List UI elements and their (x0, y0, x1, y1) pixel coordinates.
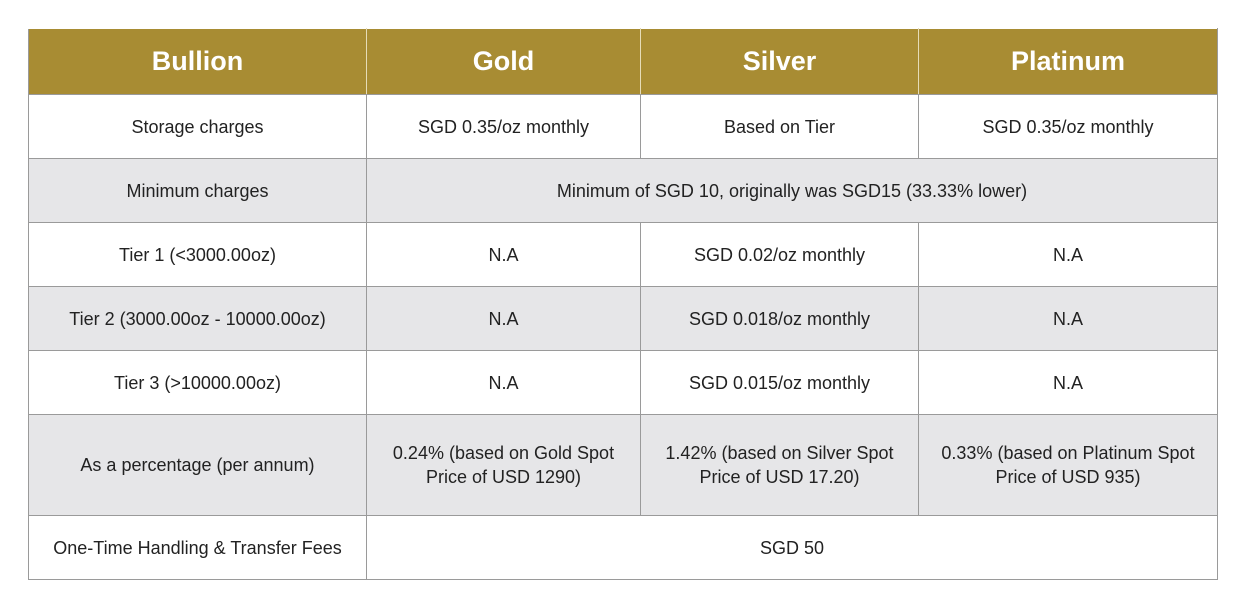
silver-percentage-line-1: 1.42% (based on Silver Spot (665, 443, 894, 463)
gold-cell: N.A (366, 286, 641, 351)
handling-fees-cell: SGD 50 (366, 515, 1218, 580)
gold-cell: N.A (366, 350, 641, 415)
silver-cell: SGD 0.015/oz monthly (640, 350, 919, 415)
row-label: Minimum charges (28, 158, 367, 223)
row-label: Tier 1 (<3000.00oz) (28, 222, 367, 287)
header-silver: Silver (640, 28, 919, 95)
gold-cell: SGD 0.35/oz monthly (366, 94, 641, 159)
gold-percentage-line-2: Price of USD 1290) (425, 467, 582, 487)
silver-cell: 1.42% (based on Silver Spot Price of USD… (640, 414, 919, 516)
row-label: As a percentage (per annum) (28, 414, 367, 516)
silver-cell: SGD 0.02/oz monthly (640, 222, 919, 287)
header-platinum: Platinum (918, 28, 1218, 95)
row-label: Tier 2 (3000.00oz - 10000.00oz) (28, 286, 367, 351)
row-storage-charges: Storage charges SGD 0.35/oz monthly Base… (28, 94, 1218, 159)
platinum-cell: N.A (918, 286, 1218, 351)
silver-percentage-line-2: Price of USD 17.20) (699, 467, 860, 487)
row-label: Storage charges (28, 94, 367, 159)
header-gold: Gold (366, 28, 641, 95)
gold-percentage-line-1: 0.24% (based on Gold Spot (392, 443, 615, 463)
gold-cell: 0.24% (based on Gold Spot Price of USD 1… (366, 414, 641, 516)
platinum-cell: SGD 0.35/oz monthly (918, 94, 1218, 159)
row-label: One-Time Handling & Transfer Fees (28, 515, 367, 580)
row-tier-1: Tier 1 (<3000.00oz) N.A SGD 0.02/oz mont… (28, 222, 1218, 287)
row-tier-3: Tier 3 (>10000.00oz) N.A SGD 0.015/oz mo… (28, 350, 1218, 415)
bullion-storage-fees-table: Bullion Gold Silver Platinum Storage cha… (28, 28, 1218, 580)
platinum-percentage-line-1: 0.33% (based on Platinum Spot (941, 443, 1195, 463)
table-body: Storage charges SGD 0.35/oz monthly Base… (28, 94, 1218, 580)
silver-cell: SGD 0.018/oz monthly (640, 286, 919, 351)
table-header: Bullion Gold Silver Platinum (28, 28, 1218, 95)
row-minimum-charges: Minimum charges Minimum of SGD 10, origi… (28, 158, 1218, 223)
platinum-percentage-line-2: Price of USD 935) (995, 467, 1141, 487)
row-tier-2: Tier 2 (3000.00oz - 10000.00oz) N.A SGD … (28, 286, 1218, 351)
header-row: Bullion Gold Silver Platinum (28, 28, 1218, 95)
platinum-cell: 0.33% (based on Platinum Spot Price of U… (918, 414, 1218, 516)
platinum-cell: N.A (918, 350, 1218, 415)
gold-cell: N.A (366, 222, 641, 287)
minimum-charges-cell: Minimum of SGD 10, originally was SGD15 … (366, 158, 1218, 223)
header-bullion: Bullion (28, 28, 367, 95)
row-label: Tier 3 (>10000.00oz) (28, 350, 367, 415)
silver-cell: Based on Tier (640, 94, 919, 159)
platinum-cell: N.A (918, 222, 1218, 287)
row-handling-fees: One-Time Handling & Transfer Fees SGD 50 (28, 515, 1218, 580)
row-percentage: As a percentage (per annum) 0.24% (based… (28, 414, 1218, 516)
